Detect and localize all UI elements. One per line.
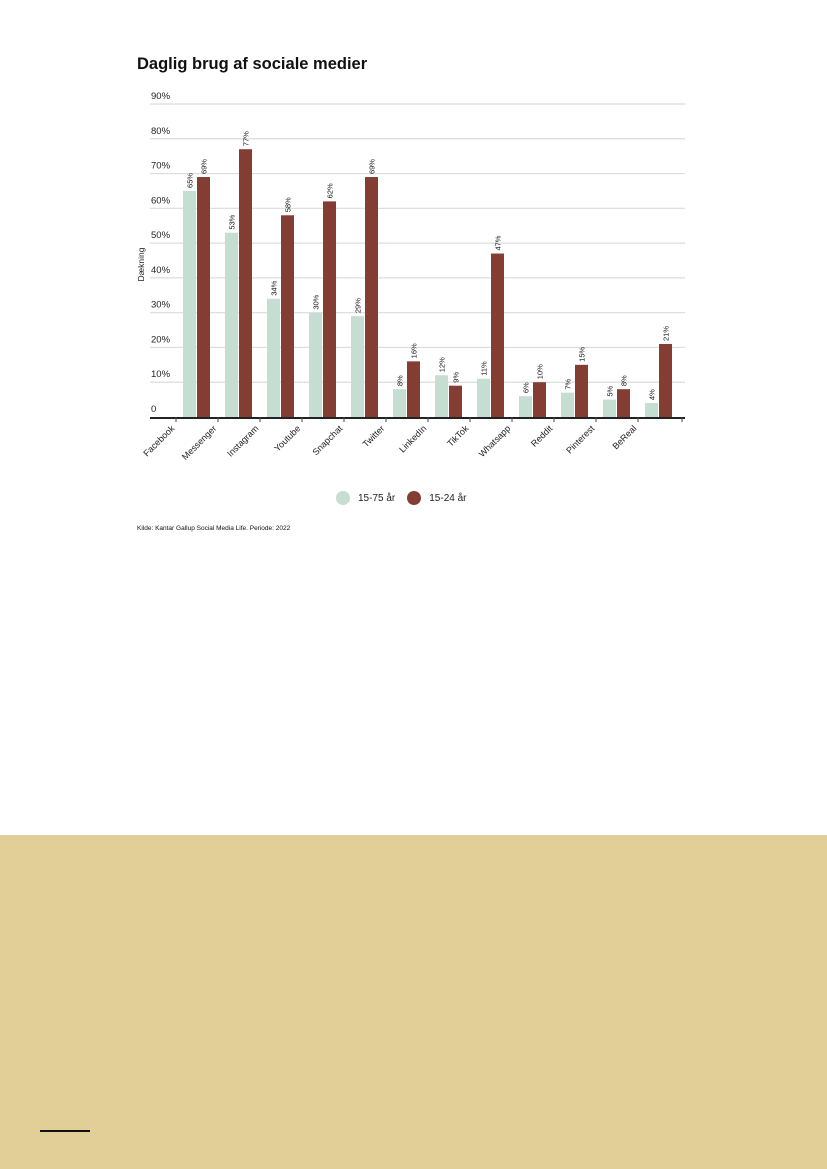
bar — [575, 364, 588, 417]
bar — [365, 177, 378, 417]
data-label: 30% — [312, 294, 321, 309]
data-label: 69% — [200, 159, 209, 174]
footer-band — [0, 835, 827, 1169]
data-label: 58% — [284, 197, 293, 212]
data-label: 77% — [242, 131, 251, 146]
data-label: 8% — [620, 375, 629, 386]
data-label: 7% — [564, 378, 573, 389]
data-label: 10% — [536, 364, 545, 379]
bar — [393, 389, 406, 417]
x-tick-label: Reddit — [529, 423, 555, 449]
legend-swatch — [407, 491, 422, 505]
bar — [225, 232, 238, 417]
bar — [491, 253, 504, 417]
y-tick-label: 0 — [151, 404, 156, 415]
data-label: 53% — [228, 214, 237, 229]
legend-item-15-24: 15-24 år — [407, 491, 467, 505]
bar — [435, 375, 448, 417]
bar — [519, 396, 532, 417]
data-label: 8% — [396, 375, 405, 386]
x-tick-label: Pinterest — [564, 423, 597, 456]
bar — [645, 403, 658, 417]
data-label: 9% — [452, 372, 461, 383]
footer-rule — [40, 1130, 90, 1132]
bar-chart: 0 10% 20% 30% 40% 50% 60% 70% 80% 90% Dækning Faceb… — [136, 91, 685, 462]
bar — [477, 378, 490, 417]
x-tick-label: Instagram — [225, 423, 260, 458]
legend-label: 15-75 år — [358, 492, 396, 504]
legend: 15-75 år 15-24 år — [336, 491, 479, 505]
chart-title: Daglig brug af sociale medier — [137, 55, 368, 73]
y-tick-label: 80% — [151, 126, 171, 137]
data-label: 65% — [186, 173, 195, 188]
x-tick-label: LinkedIn — [397, 423, 428, 454]
x-tick-label: Twitter — [361, 423, 387, 449]
y-tick-label: 40% — [151, 265, 171, 276]
bar — [323, 201, 336, 417]
data-label: 34% — [270, 280, 279, 295]
data-label: 15% — [578, 346, 587, 361]
bar — [183, 190, 196, 417]
bar — [197, 177, 210, 417]
legend-swatch — [336, 491, 350, 505]
bar — [603, 399, 616, 417]
y-axis-label: Dækning — [136, 247, 146, 281]
data-label: 12% — [438, 357, 447, 372]
y-tick-label: 30% — [151, 300, 171, 311]
data-label: 6% — [522, 382, 531, 393]
data-label: 47% — [494, 235, 503, 250]
data-label: 21% — [662, 326, 671, 341]
bar — [533, 382, 546, 417]
y-tick-label: 90% — [151, 91, 171, 102]
data-label: 29% — [354, 298, 363, 313]
bar — [449, 385, 462, 417]
x-tick-label: BeReal — [610, 423, 638, 451]
bar — [239, 149, 252, 417]
x-tick-label: Whatsapp — [477, 423, 513, 459]
bar — [659, 343, 672, 417]
x-tick-label: Facebook — [141, 423, 176, 458]
legend-item-15-75: 15-75 år — [336, 491, 395, 505]
legend-label: 15-24 år — [429, 492, 467, 504]
y-tick-label: 70% — [151, 161, 171, 172]
bar — [617, 389, 630, 417]
x-tick-label: TikTok — [445, 423, 471, 449]
y-tick-label: 50% — [151, 230, 171, 241]
bar — [267, 298, 280, 417]
data-label: 62% — [326, 183, 335, 198]
data-label: 69% — [368, 159, 377, 174]
bar — [561, 392, 574, 417]
data-label: 5% — [606, 385, 615, 396]
bar — [351, 316, 364, 417]
x-tick-label: Youtube — [272, 423, 302, 453]
data-label: 16% — [410, 343, 419, 358]
y-tick-label: 60% — [151, 195, 171, 206]
y-tick-label: 20% — [151, 334, 171, 345]
x-tick-label: Snapchat — [310, 423, 344, 457]
y-tick-label: 10% — [151, 369, 171, 380]
data-label: 11% — [480, 361, 489, 376]
bar — [407, 361, 420, 417]
data-label: 4% — [648, 389, 657, 400]
bar — [281, 215, 294, 417]
bar — [309, 312, 322, 417]
x-tick-label: Messenger — [180, 423, 219, 462]
source-note: Kilde: Kantar Gallup Social Media Life. … — [137, 525, 291, 532]
